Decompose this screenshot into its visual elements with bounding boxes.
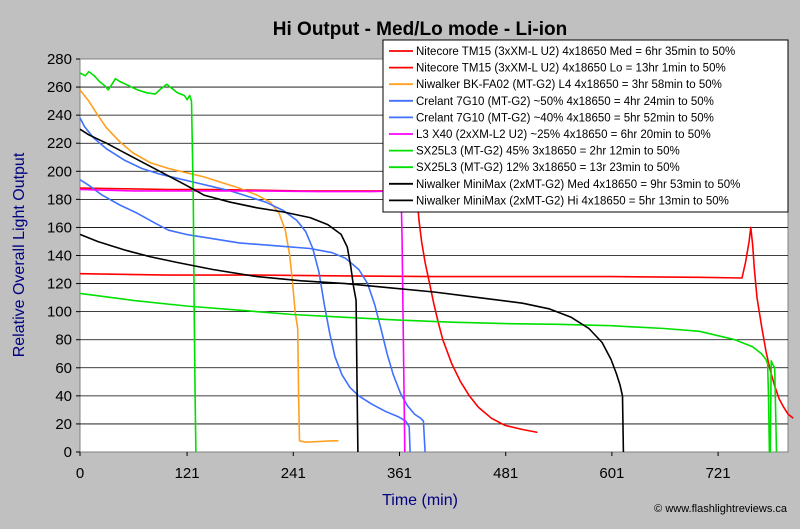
y-tick-label: 0	[64, 444, 72, 461]
x-tick-label: 241	[281, 465, 306, 482]
y-tick-label: 40	[55, 388, 72, 405]
legend-entry: L3 X40 (2xXM-L2 U2) ~25% 4x18650 = 6hr 2…	[416, 129, 711, 141]
legend-entry: Crelant 7G10 (MT-G2) ~40% 4x18650 = 5hr …	[416, 112, 714, 124]
x-tick-label: 601	[599, 465, 624, 482]
axis-ticks: 0 20 40 60 80 100 120 140 160 180 200 220 240 260 280 0…	[47, 51, 731, 482]
series-line-4	[79, 117, 411, 453]
y-tick-label: 120	[47, 276, 72, 293]
series-lines	[79, 70, 794, 453]
legend-entry: Niwalker MiniMax (2xMT-G2) Hi 4x18650 = …	[416, 195, 729, 207]
series-line-8	[79, 292, 778, 453]
legend: Nitecore TM15 (3xXM-L U2) 4x18650 Med = …	[382, 39, 789, 213]
legend-entry: Niwalker BK-FA02 (MT-G2) L4 4x18650 = 3h…	[416, 79, 722, 91]
x-tick-label: 121	[175, 465, 200, 482]
legend-entry: SX25L3 (MT-G2) 45% 3x18650 = 2hr 12min t…	[416, 146, 680, 158]
chart-title: Hi Output - Med/Lo mode - Li-ion	[273, 19, 567, 40]
series-line-10	[79, 128, 359, 453]
x-axis-label: Time (min)	[382, 492, 458, 509]
series-line-9	[79, 233, 625, 453]
x-tick-label: 0	[76, 465, 84, 482]
y-axis-label: Relative Overall Light Output	[11, 152, 28, 357]
y-tick-label: 260	[47, 79, 72, 96]
series-line-3	[79, 89, 339, 443]
series-line-7	[79, 70, 197, 453]
y-tick-label: 180	[47, 191, 72, 208]
series-line-2	[79, 226, 794, 419]
legend-entry: Niwalker MiniMax (2xMT-G2) Med 4x18650 =…	[416, 179, 740, 191]
legend-entry: Crelant 7G10 (MT-G2) ~50% 4x18650 = 4hr …	[416, 96, 714, 108]
y-tick-label: 280	[47, 51, 72, 68]
y-tick-label: 60	[55, 360, 72, 377]
legend-entry: Nitecore TM15 (3xXM-L U2) 4x18650 Med = …	[416, 46, 735, 58]
x-tick-label: 721	[706, 465, 731, 482]
credit-text: © www.flashlightreviews.ca	[654, 503, 788, 515]
y-tick-label: 100	[47, 304, 72, 321]
legend-entry: SX25L3 (MT-G2) 12% 3x18650 = 13r 23min t…	[416, 162, 680, 174]
y-tick-label: 20	[55, 416, 72, 433]
y-tick-label: 220	[47, 135, 72, 152]
x-tick-label: 361	[387, 465, 412, 482]
legend-box	[382, 39, 789, 213]
series-line-5	[79, 179, 426, 453]
legend-entry: Nitecore TM15 (3xXM-L U2) 4x18650 Lo = 1…	[416, 63, 726, 75]
y-tick-label: 200	[47, 163, 72, 180]
y-tick-label: 140	[47, 248, 72, 265]
y-tick-label: 240	[47, 107, 72, 124]
y-tick-label: 80	[55, 332, 72, 349]
x-tick-label: 481	[493, 465, 518, 482]
y-tick-label: 160	[47, 219, 72, 236]
